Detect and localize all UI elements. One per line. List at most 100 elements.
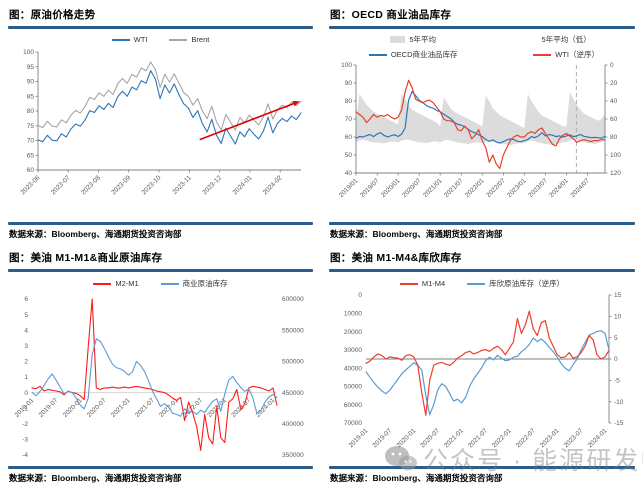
legend-swatch — [169, 38, 188, 41]
right-tick-label: 500000 — [282, 359, 304, 366]
right-tick-label: 600000 — [282, 296, 304, 303]
right-tick-label: 400000 — [282, 421, 304, 428]
chart-legend: M1-M4 库欣原油库存（逆序） — [329, 272, 635, 291]
m2m1-inventory-chart: 6 5 4 3 2 1 0 -1 -2 -3 -4 600000 550000 500000 450000 4… — [14, 296, 304, 459]
legend-swatch — [111, 38, 130, 41]
x-tick-label: 2019-01 — [14, 397, 36, 419]
x-tick-label: 2024/01 — [548, 177, 570, 199]
left-tick-label: 4 — [24, 327, 28, 334]
left-tick-label: -3 — [22, 437, 28, 444]
x-tick-label: 2024-01 — [255, 397, 277, 419]
x-tick-label: 2021-01 — [110, 397, 132, 419]
x-tick-label: 2021-01 — [443, 427, 465, 449]
x-tick-label: 2021-07 — [467, 427, 489, 449]
right-tick-label: -10 — [614, 399, 624, 406]
legend-wti: WTI — [111, 35, 148, 44]
right-tick-label: 60 — [610, 116, 618, 123]
right-tick-label: 40 — [610, 98, 618, 105]
legend-label: WTI — [133, 35, 148, 44]
footer-divider-bar — [329, 222, 635, 225]
panel-m2m1-commercial-inventory: 图：美油 M1-M1&商业原油库存 M2-M1 商业原油库存 6 5 4 3 2 1 0 -1 -… — [0, 243, 321, 487]
legend-swatch — [160, 282, 179, 285]
data-source: 数据来源：Bloomberg、海通期货投资咨询部 — [9, 473, 182, 483]
figure-prefix: 图： — [330, 252, 352, 264]
right-tick-label: 5 — [614, 335, 618, 342]
chart-title: 美油 M1-M4&库欣库存 — [351, 252, 462, 264]
legend-label: 库欣原油库存（逆序） — [489, 279, 565, 288]
right-tick-label: 120 — [610, 170, 621, 177]
series-brent — [37, 61, 302, 131]
x-tick-label: 2020/07 — [401, 177, 423, 199]
panel-title: 图：美油 M1-M4&库欣库存 — [329, 249, 635, 269]
m1m4-cushing-chart: 0 10000 20000 30000 40000 50000 60000 70000 15 10… — [343, 292, 624, 449]
left-tick-label: 50000 — [343, 384, 361, 391]
left-tick-label: 85 — [27, 94, 35, 101]
x-tick-label: 2019-01 — [347, 427, 369, 449]
right-tick-label: 0 — [610, 62, 614, 69]
data-source: 数据来源：Bloomberg、海通期货投资咨询部 — [330, 473, 503, 483]
legend-swatch — [399, 282, 418, 285]
left-tick-label: 20000 — [343, 329, 361, 336]
legend-wti-inverted: WTI（逆序） — [533, 49, 599, 60]
right-tick-label: 550000 — [282, 327, 304, 334]
legend-label: 5年平均（低） — [541, 35, 591, 44]
left-tick-label: 90 — [27, 79, 35, 86]
x-tick-label: 2019/01 — [337, 177, 359, 199]
left-tick-label: 100 — [23, 49, 34, 56]
panel-m1m4-cushing-inventory: 图：美油 M1-M4&库欣库存 M1-M4 库欣原油库存（逆序） 0 10000 20… — [321, 243, 643, 487]
legend-swatch — [467, 282, 486, 285]
left-tick-label: 40 — [344, 170, 352, 177]
x-tick-label: 2020-07 — [86, 397, 108, 419]
left-tick-label: 95 — [27, 64, 35, 71]
legend-commercial-crude-inventory: 商业原油库存 — [160, 278, 228, 289]
legend-label: M1-M4 — [421, 279, 446, 288]
x-tick-label: 2024-01 — [232, 174, 254, 196]
right-tick-label: 80 — [610, 134, 618, 141]
title-divider-bar — [8, 26, 313, 29]
left-tick-label: 0 — [24, 390, 28, 397]
left-tick-label: 50 — [344, 152, 352, 159]
legend-oecd-inventory: OECD商业油品库存 — [368, 49, 457, 60]
x-tick-label: 2023-12 — [201, 174, 223, 196]
band-5yr-range — [355, 92, 605, 146]
legend-m2-m1: M2-M1 — [93, 279, 139, 288]
legend-swatch — [533, 53, 552, 56]
left-tick-label: 90 — [344, 80, 352, 87]
x-tick-label: 2023-07 — [50, 174, 72, 196]
right-tick-label: 350000 — [282, 452, 304, 459]
x-tick-label: 2019-07 — [371, 427, 393, 449]
x-tick-label: 2023/01 — [506, 177, 528, 199]
x-tick-label: 2021-07 — [134, 397, 156, 419]
left-tick-label: 70 — [344, 116, 352, 123]
right-tick-label: 10 — [614, 314, 622, 321]
right-tick-label: 100 — [610, 152, 621, 159]
left-tick-label: 0 — [358, 292, 362, 299]
left-tick-label: 1 — [24, 374, 28, 381]
left-tick-label: 30000 — [343, 347, 361, 354]
footer-divider-bar — [8, 222, 313, 225]
left-tick-label: 5 — [24, 312, 28, 319]
right-tick-label: -5 — [614, 378, 620, 385]
x-tick-label: 2024/07 — [569, 177, 591, 199]
x-tick-label: 2024-01 — [586, 427, 608, 449]
x-tick-label: 2020/01 — [379, 177, 401, 199]
left-tick-label: 70000 — [343, 420, 361, 427]
legend-swatch — [368, 53, 387, 56]
legend-label: 商业原油库存 — [182, 279, 228, 288]
right-tick-label: 15 — [614, 292, 622, 299]
panel-title: 图：原油价格走势 — [8, 6, 313, 26]
footer-divider-bar — [329, 466, 635, 469]
left-tick-label: 75 — [27, 123, 35, 130]
panel-crude-price-trend: 图：原油价格走势 WTI Brent 100 95 90 85 80 75 70 65 60 202… — [0, 0, 321, 243]
chart-title: 美油 M1-M1&商业原油库存 — [30, 252, 163, 264]
series-wti-price-inverted — [354, 79, 606, 170]
series-wti — [37, 70, 302, 145]
left-tick-label: 80 — [27, 108, 35, 115]
x-tick-label: 2024-02 — [262, 174, 284, 196]
right-tick-label: 20 — [610, 80, 618, 87]
title-divider-bar — [8, 269, 313, 272]
series-cushing-inventory — [364, 330, 610, 416]
footer-divider-bar — [8, 466, 313, 469]
left-tick-label: 80 — [344, 98, 352, 105]
